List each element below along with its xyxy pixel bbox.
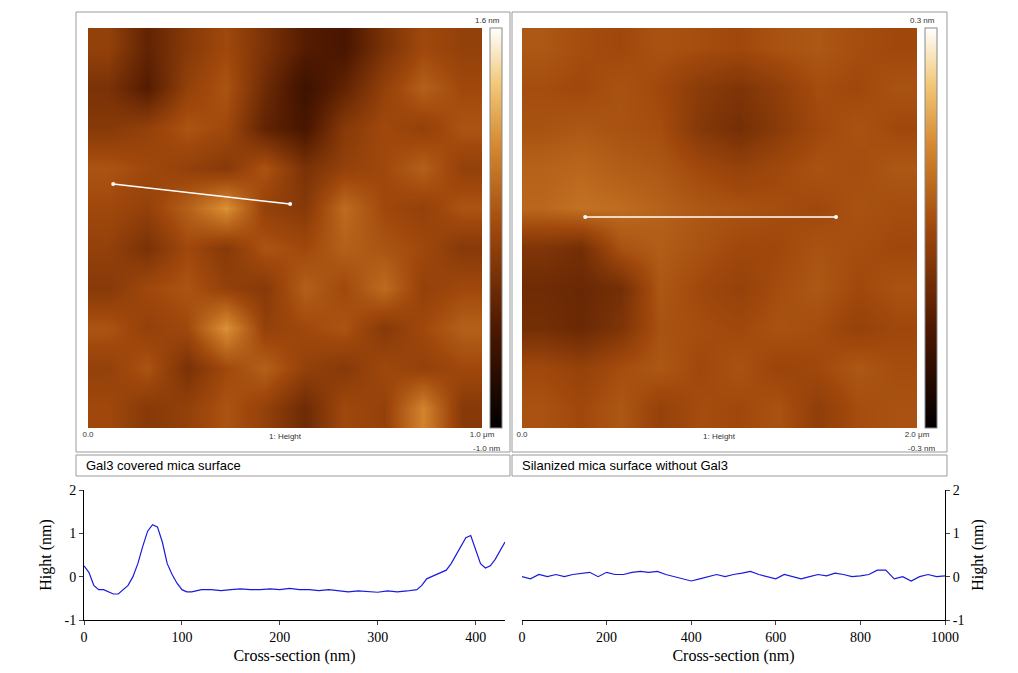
svg-text:0.0: 0.0 [82,430,94,439]
svg-text:1: Height: 1: Height [703,432,736,441]
svg-text:-1: -1 [65,613,77,628]
svg-text:Hight (nm): Hight (nm) [969,519,987,591]
svg-text:0: 0 [81,630,88,645]
svg-text:1: 1 [953,526,960,541]
svg-text:400: 400 [681,630,702,645]
svg-text:300: 300 [367,630,388,645]
svg-text:400: 400 [465,630,486,645]
svg-text:0: 0 [953,570,960,585]
svg-text:Hight (nm): Hight (nm) [37,519,55,591]
svg-text:Silanized mica surface without: Silanized mica surface without Gal3 [522,458,728,473]
svg-text:1.0 μm: 1.0 μm [470,430,495,439]
svg-text:600: 600 [765,630,786,645]
svg-text:2.0 μm: 2.0 μm [905,430,930,439]
svg-text:100: 100 [171,630,192,645]
svg-text:Gal3 covered mica surface: Gal3 covered mica surface [86,458,241,473]
svg-text:1: 1 [69,526,76,541]
svg-text:200: 200 [596,630,617,645]
svg-text:0: 0 [69,570,76,585]
svg-text:0.3 nm: 0.3 nm [910,16,935,25]
svg-text:2: 2 [69,483,76,498]
svg-text:-1: -1 [953,613,965,628]
svg-text:0: 0 [519,630,526,645]
svg-text:0.0: 0.0 [516,430,528,439]
svg-text:2: 2 [953,483,960,498]
svg-text:-0.3 nm: -0.3 nm [908,444,935,453]
svg-text:1000: 1000 [931,630,959,645]
svg-text:1.6 nm: 1.6 nm [475,16,500,25]
svg-text:-1.0 nm: -1.0 nm [473,444,500,453]
svg-text:1: Height: 1: Height [269,432,302,441]
svg-text:200: 200 [269,630,290,645]
svg-text:Cross-section (nm): Cross-section (nm) [672,647,794,665]
svg-text:800: 800 [850,630,871,645]
svg-text:Cross-section (nm): Cross-section (nm) [233,647,355,665]
